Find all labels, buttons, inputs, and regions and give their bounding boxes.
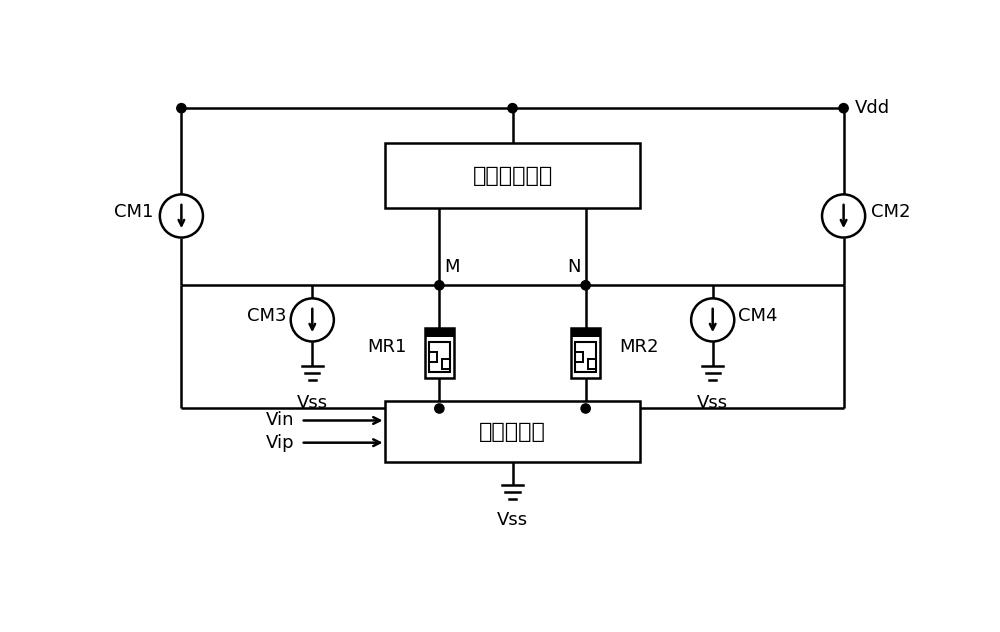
- Text: Vip: Vip: [266, 434, 295, 452]
- Circle shape: [435, 281, 444, 290]
- Text: P: P: [422, 416, 433, 434]
- Text: Q: Q: [592, 416, 606, 434]
- Bar: [571, 328, 600, 378]
- Circle shape: [508, 104, 517, 112]
- Bar: [575, 342, 596, 372]
- Text: Vss: Vss: [697, 394, 728, 412]
- Circle shape: [581, 404, 590, 413]
- Text: CM2: CM2: [871, 203, 911, 221]
- Bar: [571, 328, 600, 337]
- Text: MR2: MR2: [619, 338, 658, 356]
- Bar: [385, 401, 640, 463]
- Text: M: M: [445, 258, 460, 276]
- Circle shape: [839, 104, 848, 112]
- Bar: [385, 143, 640, 209]
- Text: Vdd: Vdd: [855, 99, 890, 117]
- Text: N: N: [567, 258, 580, 276]
- Text: CM4: CM4: [738, 307, 778, 325]
- Text: Vss: Vss: [497, 511, 528, 529]
- Bar: [429, 342, 450, 372]
- Text: MR1: MR1: [367, 338, 406, 356]
- Text: CM1: CM1: [114, 203, 154, 221]
- Bar: [425, 328, 454, 337]
- Text: Vin: Vin: [266, 411, 295, 430]
- Text: Vss: Vss: [297, 394, 328, 412]
- Circle shape: [177, 104, 186, 112]
- Circle shape: [581, 281, 590, 290]
- Circle shape: [435, 404, 444, 413]
- Text: 负阻产生电路: 负阻产生电路: [472, 166, 553, 186]
- Text: 源耦差分对: 源耦差分对: [479, 422, 546, 442]
- Text: CM3: CM3: [247, 307, 287, 325]
- Bar: [425, 328, 454, 378]
